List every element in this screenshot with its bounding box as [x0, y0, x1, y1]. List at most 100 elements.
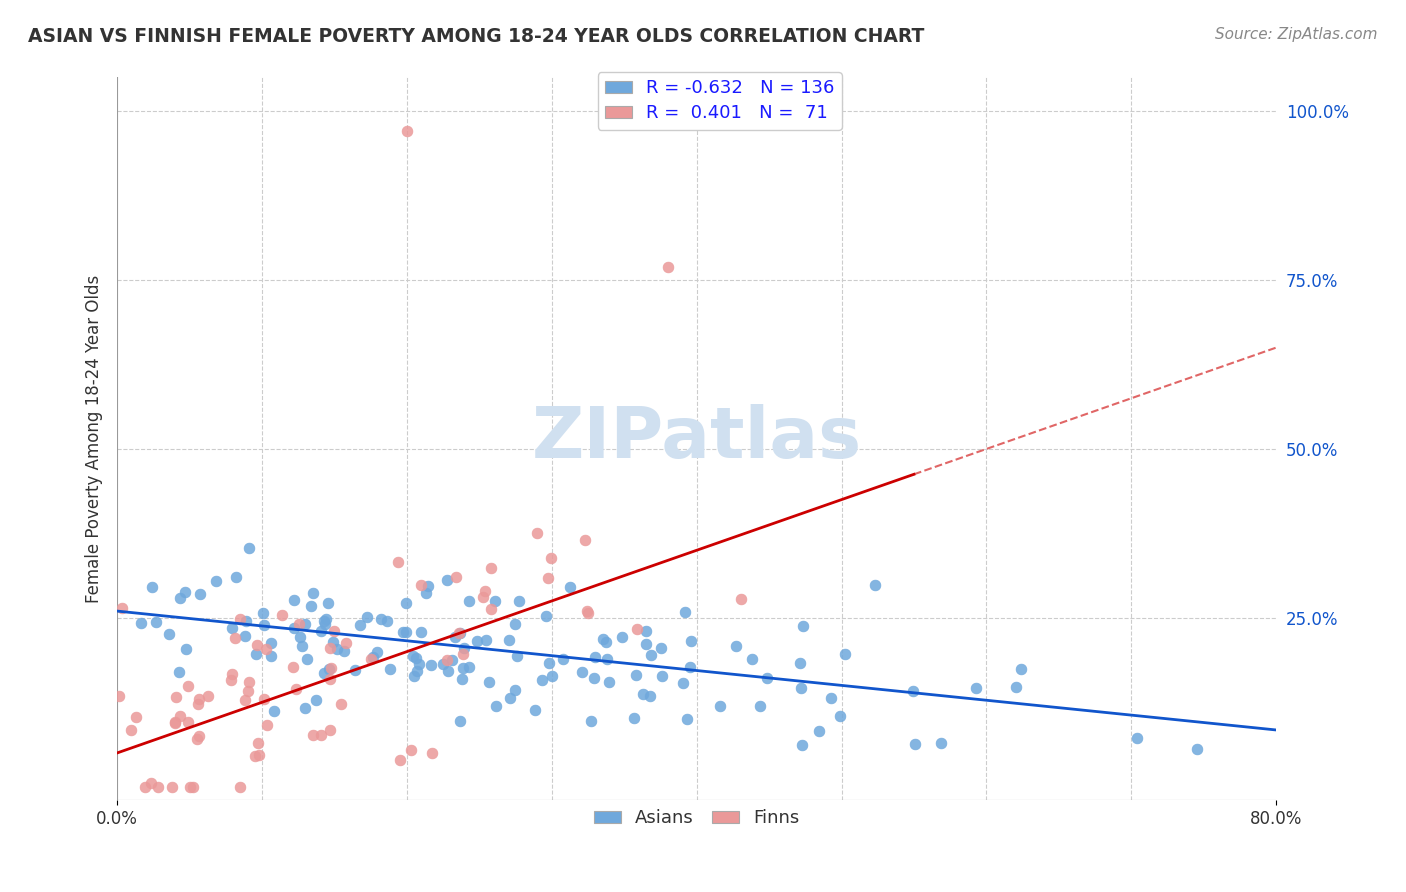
Point	[465, 634, 488, 648]
Point	[478, 675, 501, 690]
Point	[523, 703, 546, 717]
Point	[560, 581, 582, 595]
Point	[221, 667, 243, 681]
Point	[484, 594, 506, 608]
Point	[419, 658, 441, 673]
Point	[574, 533, 596, 547]
Point	[576, 606, 599, 620]
Point	[583, 649, 606, 664]
Point	[834, 648, 856, 662]
Point	[370, 612, 392, 626]
Point	[472, 590, 495, 604]
Point	[506, 649, 529, 664]
Point	[238, 541, 260, 555]
Point	[165, 690, 187, 704]
Point	[304, 693, 326, 707]
Point	[375, 614, 398, 628]
Point	[792, 738, 814, 752]
Point	[624, 668, 647, 682]
Point	[453, 641, 475, 656]
Point	[623, 711, 645, 725]
Point	[245, 748, 267, 763]
Point	[169, 591, 191, 605]
Point	[139, 776, 162, 790]
Point	[579, 714, 602, 728]
Point	[225, 570, 247, 584]
Point	[235, 615, 257, 629]
Point	[294, 617, 316, 632]
Point	[111, 600, 134, 615]
Point	[657, 260, 679, 274]
Point	[1004, 680, 1026, 694]
Point	[541, 669, 564, 683]
Point	[595, 635, 617, 649]
Point	[399, 743, 422, 757]
Point	[503, 683, 526, 698]
Point	[188, 587, 211, 601]
Point	[366, 644, 388, 658]
Point	[380, 662, 402, 676]
Point	[904, 737, 927, 751]
Point	[929, 736, 952, 750]
Point	[451, 661, 474, 675]
Point	[299, 599, 322, 613]
Point	[326, 641, 349, 656]
Point	[437, 664, 460, 678]
Point	[312, 614, 335, 628]
Point	[330, 697, 353, 711]
Point	[245, 648, 267, 662]
Point	[534, 608, 557, 623]
Point	[402, 668, 425, 682]
Point	[449, 626, 471, 640]
Point	[246, 638, 269, 652]
Point	[120, 723, 142, 737]
Point	[475, 633, 498, 648]
Point	[673, 605, 696, 619]
Point	[671, 676, 693, 690]
Point	[332, 644, 354, 658]
Point	[748, 698, 770, 713]
Point	[233, 693, 256, 707]
Point	[260, 636, 283, 650]
Point	[174, 585, 197, 599]
Point	[553, 652, 575, 666]
Point	[179, 780, 201, 794]
Y-axis label: Female Poverty Among 18-24 Year Olds: Female Poverty Among 18-24 Year Olds	[86, 275, 103, 603]
Point	[1126, 731, 1149, 745]
Point	[575, 604, 598, 618]
Point	[676, 713, 699, 727]
Point	[406, 664, 429, 678]
Point	[1010, 662, 1032, 676]
Point	[449, 714, 471, 728]
Point	[247, 748, 270, 763]
Point	[458, 659, 481, 673]
Point	[503, 616, 526, 631]
Point	[361, 649, 384, 664]
Point	[449, 626, 471, 640]
Point	[318, 662, 340, 676]
Point	[183, 780, 205, 794]
Point	[458, 594, 481, 608]
Point	[436, 653, 458, 667]
Text: ZIPatlas: ZIPatlas	[531, 404, 862, 474]
Point	[634, 637, 657, 651]
Point	[134, 780, 156, 794]
Point	[730, 592, 752, 607]
Point	[177, 714, 200, 729]
Point	[432, 657, 454, 671]
Point	[724, 640, 747, 654]
Point	[634, 624, 657, 639]
Point	[451, 672, 474, 686]
Point	[409, 578, 432, 592]
Point	[246, 736, 269, 750]
Point	[537, 657, 560, 671]
Point	[131, 615, 153, 630]
Point	[238, 675, 260, 690]
Point	[479, 561, 502, 575]
Point	[252, 607, 274, 621]
Point	[415, 586, 437, 600]
Point	[188, 729, 211, 743]
Point	[485, 699, 508, 714]
Point	[389, 753, 412, 767]
Point	[205, 574, 228, 588]
